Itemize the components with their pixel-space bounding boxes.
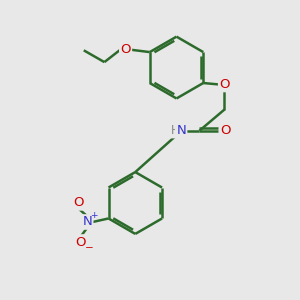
Text: −: − [85,243,94,253]
Text: O: O [219,78,230,91]
Text: +: + [90,211,98,220]
Text: O: O [76,236,86,248]
Text: O: O [220,124,230,137]
Text: O: O [73,196,84,209]
Text: H: H [171,124,180,137]
Text: N: N [82,215,92,229]
Text: O: O [120,43,131,56]
Text: N: N [176,124,186,137]
